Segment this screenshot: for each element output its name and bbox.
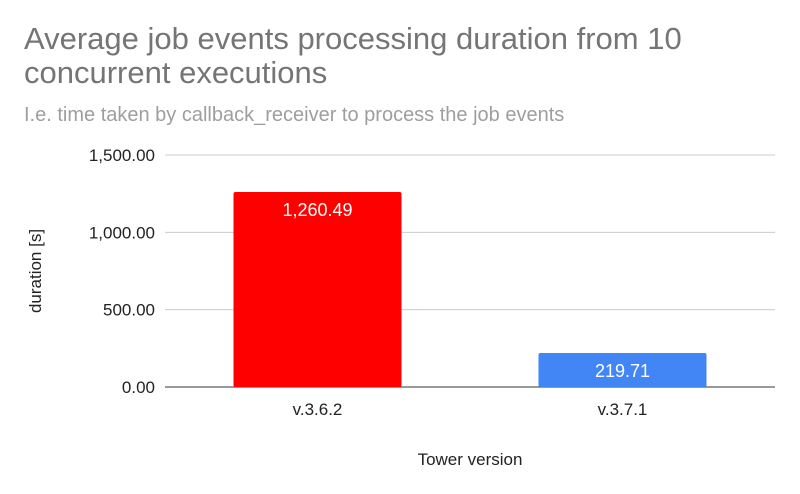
chart-title: Average job events processing duration f… xyxy=(24,21,682,90)
y-tick-label: 0.00 xyxy=(122,378,155,397)
x-tick-label: v.3.7.1 xyxy=(598,400,648,419)
data-label: 1,260.49 xyxy=(282,200,352,220)
data-label: 219.71 xyxy=(595,361,650,381)
x-axis-label: Tower version xyxy=(418,450,523,469)
y-tick-label: 1,500.00 xyxy=(89,146,155,165)
bar-v.3.6.2 xyxy=(233,192,402,387)
y-tick-label: 1,000.00 xyxy=(89,223,155,242)
y-axis-label: duration [s] xyxy=(26,229,45,313)
y-tick-label: 500.00 xyxy=(103,301,155,320)
chart-subtitle: I.e. time taken by callback_receiver to … xyxy=(24,104,565,126)
x-tick-label: v.3.6.2 xyxy=(293,400,343,419)
bar-v.3.7.1 xyxy=(538,353,707,387)
